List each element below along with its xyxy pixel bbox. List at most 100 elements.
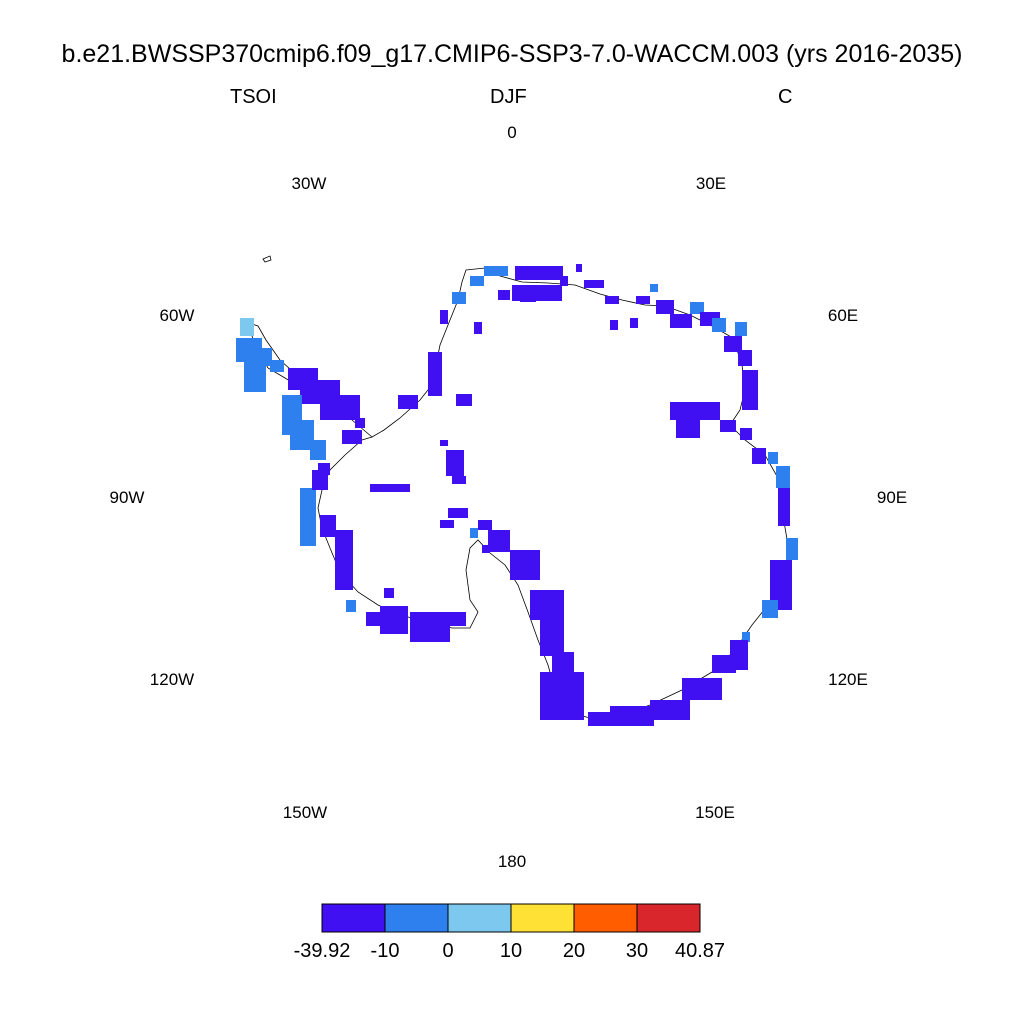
- lon-label-60e: 60E: [827, 306, 859, 325]
- lon-label-180: 180: [497, 852, 527, 871]
- colorbar-swatch: [384, 903, 449, 933]
- data-cell: [742, 632, 750, 642]
- data-cell: [610, 320, 618, 330]
- data-cell: [712, 318, 726, 332]
- data-cell: [440, 310, 448, 324]
- data-cell: [670, 402, 720, 420]
- data-cell: [300, 488, 316, 546]
- data-cell: [735, 322, 747, 336]
- data-cell: [712, 655, 736, 673]
- data-cell: [752, 448, 766, 464]
- data-cell: [738, 350, 752, 366]
- lon-label-30w: 30W: [291, 174, 327, 193]
- data-cell: [320, 395, 360, 420]
- data-cell: [650, 700, 690, 720]
- data-cell: [530, 590, 564, 620]
- data-cell: [605, 296, 619, 304]
- data-cell: [690, 302, 704, 314]
- lon-label-90e: 90E: [876, 488, 908, 507]
- data-cell: [470, 276, 484, 286]
- data-cell: [488, 530, 510, 552]
- units-label: C: [778, 86, 793, 108]
- data-cell: [428, 352, 442, 396]
- colorbar-swatch: [573, 903, 638, 933]
- colorbar: [321, 903, 701, 933]
- colorbar-tick-label: -10: [370, 940, 400, 962]
- data-cell: [380, 606, 408, 634]
- colorbar-swatch: [636, 903, 701, 933]
- data-cells: [236, 264, 798, 726]
- data-cell: [724, 336, 742, 352]
- colorbar-tick-label: 10: [499, 940, 523, 962]
- island-coastline: [262, 255, 272, 263]
- data-cell: [762, 600, 778, 618]
- data-cell: [682, 678, 722, 700]
- data-cell: [552, 652, 574, 676]
- colorbar-swatch: [510, 903, 575, 933]
- data-cell: [742, 370, 758, 410]
- data-cell: [410, 612, 450, 642]
- data-cell: [366, 612, 380, 626]
- data-cell: [740, 428, 752, 440]
- data-cell: [440, 520, 454, 528]
- data-cell: [484, 266, 508, 276]
- data-cell: [584, 280, 604, 288]
- lon-label-60w: 60W: [159, 306, 195, 325]
- lon-label-150w: 150W: [282, 803, 328, 822]
- season-label: DJF: [490, 86, 527, 108]
- data-cell: [650, 284, 658, 292]
- data-cell: [510, 550, 540, 580]
- data-cell: [482, 545, 490, 553]
- colorbar-tick-label: 0: [442, 940, 454, 962]
- data-cell: [630, 318, 638, 328]
- data-cell: [778, 488, 790, 526]
- data-cell: [776, 466, 790, 488]
- colorbar-swatch: [321, 903, 386, 933]
- data-cell: [335, 530, 353, 590]
- data-cell: [588, 712, 612, 726]
- data-cell: [470, 528, 478, 538]
- data-cell: [236, 338, 262, 362]
- data-cell: [450, 612, 466, 626]
- data-cell: [610, 706, 654, 726]
- data-cell: [310, 440, 326, 460]
- lon-label-90w: 90W: [109, 488, 145, 507]
- data-cell: [520, 290, 536, 302]
- data-cell: [515, 266, 563, 280]
- data-cell: [770, 560, 792, 610]
- data-cell: [355, 418, 365, 428]
- data-cell: [786, 538, 798, 560]
- data-cell: [498, 290, 510, 300]
- data-cell: [318, 463, 330, 475]
- data-cell: [636, 296, 650, 304]
- data-cell: [452, 292, 466, 304]
- data-cell: [478, 520, 492, 530]
- colorbar-swatch: [447, 903, 512, 933]
- data-cell: [768, 452, 778, 464]
- data-cell: [346, 600, 356, 612]
- colorbar-tick-label: 30: [625, 940, 649, 962]
- colorbar-tick-label: -39.92: [293, 940, 351, 962]
- data-cell: [446, 450, 464, 476]
- data-cell: [576, 264, 582, 272]
- lon-label-30e: 30E: [695, 174, 727, 193]
- lon-label-150e: 150E: [695, 803, 735, 822]
- variable-label: TSOI: [230, 86, 277, 108]
- data-cell: [452, 476, 466, 484]
- data-cell: [370, 484, 410, 492]
- data-cell: [656, 300, 674, 314]
- data-cell: [448, 508, 468, 518]
- data-cell: [456, 394, 472, 406]
- plot-title: b.e21.BWSSP370cmip6.f09_g17.CMIP6-SSP3-7…: [61, 40, 963, 68]
- colorbar-tick-label: 20: [562, 940, 586, 962]
- lon-label-120w: 120W: [149, 670, 195, 689]
- data-cell: [670, 314, 692, 328]
- colorbar-tick-label: 40.87: [674, 940, 726, 962]
- data-cell: [474, 322, 482, 334]
- data-cell: [320, 515, 336, 537]
- lon-label-0: 0: [507, 123, 517, 142]
- data-cell: [342, 430, 362, 444]
- data-cell: [384, 588, 394, 598]
- data-cell: [398, 395, 418, 409]
